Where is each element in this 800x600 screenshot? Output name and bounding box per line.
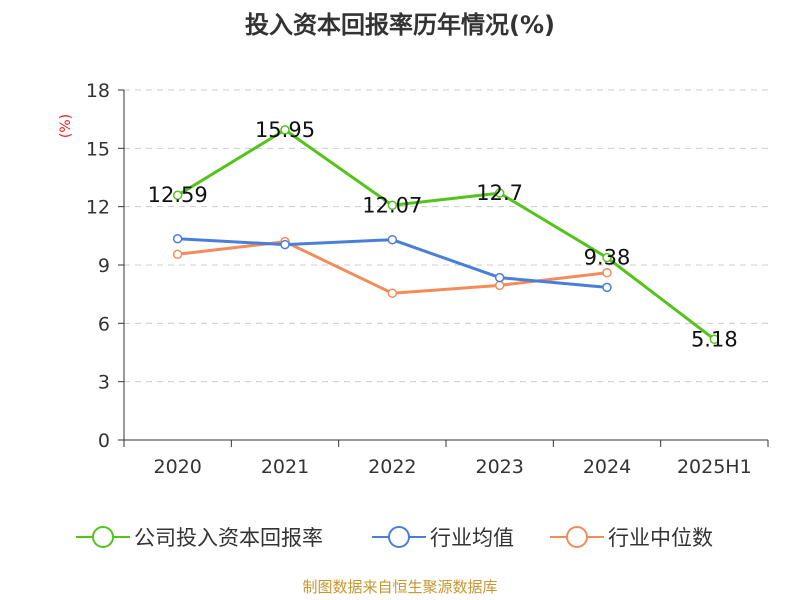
data-labels: 12.59 15.95 12.07 12.7 9.38 5.18 [148, 118, 738, 351]
legend-label: 行业均值 [430, 526, 514, 550]
y-tick-label: 0 [98, 430, 110, 452]
data-point [387, 234, 398, 245]
data-label: 12.59 [148, 183, 208, 207]
data-label: 15.95 [255, 118, 315, 142]
x-tick-label: 2021 [261, 456, 309, 478]
y-tick-label: 6 [98, 313, 110, 335]
data-label: 12.07 [362, 193, 422, 217]
y-tick-label: 18 [86, 80, 110, 102]
series-line-0 [176, 128, 716, 341]
grid [124, 89, 768, 383]
y-tick-label: 15 [86, 138, 110, 160]
data-point [494, 272, 505, 283]
data-point [602, 268, 612, 278]
data-point [494, 280, 505, 291]
data-point [172, 249, 183, 260]
series-line-2 [177, 240, 608, 295]
data-point [172, 234, 183, 244]
series [172, 125, 720, 345]
y-tick-label: 3 [98, 372, 110, 394]
data-point [387, 200, 398, 211]
data-point [494, 188, 505, 198]
source-note: 制图数据来自恒生聚源数据库 [302, 578, 497, 596]
data-point [602, 282, 612, 293]
data-point [172, 190, 183, 200]
data-point [709, 334, 720, 345]
chart-title: 投入资本回报率历年情况(%) [245, 11, 555, 39]
legend-item: 公司投入资本回报率 [76, 526, 323, 550]
x-tick-label: 2022 [368, 456, 416, 478]
legend-item: 行业中位数 [550, 526, 713, 550]
data-point [280, 125, 290, 135]
data-point [387, 288, 398, 298]
data-point [602, 252, 612, 263]
legend-marker [92, 526, 114, 548]
x-tick-label: 2023 [475, 456, 523, 478]
legend-marker [566, 526, 588, 548]
axes: 0 3 6 9 12 15 18 2020 2021 2022 2023 2024 2025H1 [86, 80, 769, 478]
data-label: 5.18 [691, 327, 738, 351]
x-tick-label: 2025H1 [677, 456, 752, 478]
data-label: 9.38 [584, 246, 631, 270]
y-tick-label: 12 [86, 197, 110, 219]
x-tick-label: 2020 [153, 456, 201, 478]
legend-item: 行业均值 [372, 526, 514, 550]
data-point [280, 239, 290, 250]
data-label: 12.7 [476, 181, 523, 205]
y-tick-label: 9 [98, 255, 110, 277]
legend-label: 行业中位数 [608, 526, 713, 550]
legend-label: 公司投入资本回报率 [134, 526, 323, 550]
legend: 公司投入资本回报率 行业均值 行业中位数 [76, 526, 713, 550]
y-axis-unit: (%) [58, 114, 74, 138]
x-tick-label: 2024 [583, 456, 631, 478]
legend-marker [388, 526, 410, 548]
